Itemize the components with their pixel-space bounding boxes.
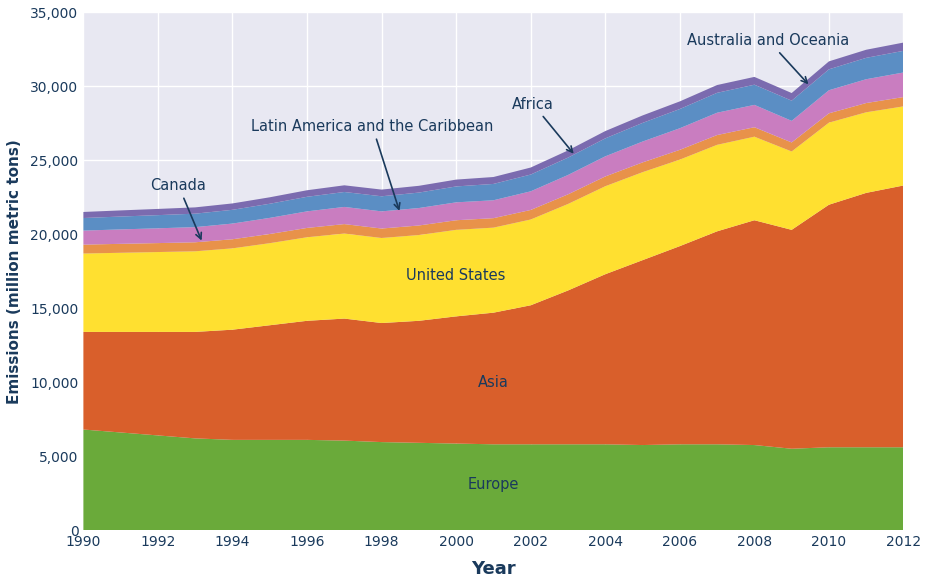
Text: Latin America and the Caribbean: Latin America and the Caribbean (251, 119, 493, 209)
Text: Asia: Asia (477, 374, 508, 390)
Text: Africa: Africa (512, 97, 572, 152)
Text: Europe: Europe (467, 477, 518, 492)
Text: Australia and Oceania: Australia and Oceania (687, 33, 848, 83)
Text: United States: United States (406, 268, 505, 283)
Text: Canada: Canada (150, 178, 206, 239)
X-axis label: Year: Year (471, 560, 515, 578)
Y-axis label: Emissions (million metric tons): Emissions (million metric tons) (6, 139, 22, 404)
